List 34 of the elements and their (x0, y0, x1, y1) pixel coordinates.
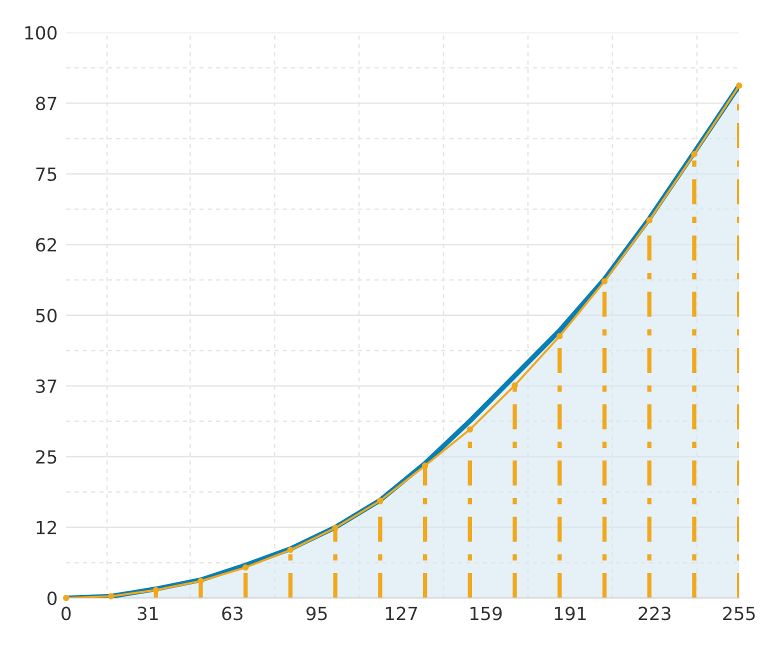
x-tick-label: 127 (386, 606, 417, 620)
point (512, 382, 518, 388)
x-tick-label: 191 (554, 606, 586, 620)
x-tick-label: 223 (638, 606, 670, 620)
x-tick-label: 0 (62, 606, 71, 620)
point (242, 564, 249, 571)
point (601, 278, 608, 284)
y-tick-label: 75 (36, 168, 56, 181)
y-tick-label: 25 (36, 450, 56, 464)
x-tick-label: 95 (306, 606, 327, 620)
point (466, 426, 474, 433)
point (646, 217, 652, 224)
point (63, 594, 70, 602)
y-tick-label: 50 (36, 308, 57, 322)
point (108, 593, 114, 600)
point (287, 546, 294, 554)
point (556, 333, 563, 340)
point (332, 524, 338, 532)
x-tick-label: 63 (222, 606, 242, 620)
x-tick-label: 31 (138, 606, 158, 620)
y-tick-label: 12 (36, 520, 56, 534)
point (422, 462, 428, 469)
x-tick-label: 255 (723, 606, 755, 620)
x-tick-label: 159 (470, 606, 502, 620)
point (198, 578, 204, 584)
point (152, 586, 159, 594)
y-tick-label: 37 (36, 379, 56, 394)
point (377, 498, 384, 504)
point (691, 150, 698, 158)
y-tick-label: 100 (25, 26, 57, 40)
point (736, 82, 742, 89)
y-tick-label: 0 (48, 591, 57, 606)
y-tick-label: 87 (36, 96, 56, 110)
y-tick-label: 62 (36, 238, 56, 252)
